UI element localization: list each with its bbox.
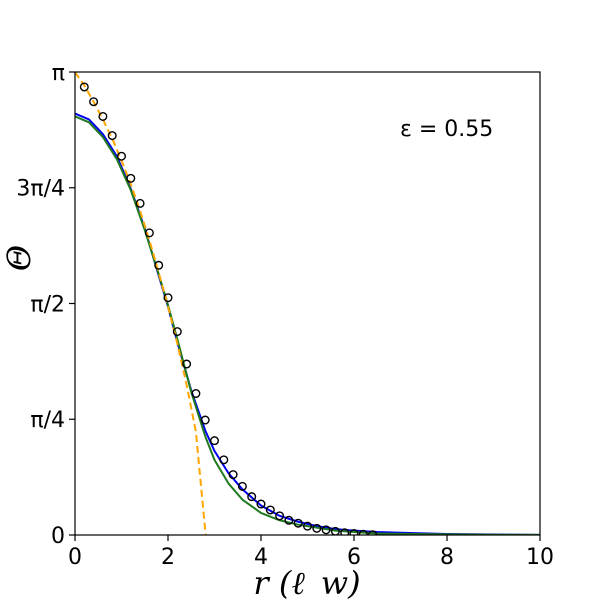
series-line-2 xyxy=(75,115,540,535)
data-point-marker xyxy=(200,415,210,425)
data-point-marker xyxy=(256,499,266,509)
data-point-marker xyxy=(358,529,368,535)
data-point-marker xyxy=(340,528,350,535)
data-point-marker xyxy=(284,515,294,525)
series-line-3 xyxy=(75,72,207,535)
data-point-marker xyxy=(209,436,219,446)
data-point-marker xyxy=(275,511,285,521)
data-point-marker xyxy=(265,505,275,515)
x-tick-label: 10 xyxy=(526,545,554,570)
x-tick-label: 2 xyxy=(161,545,175,570)
x-tick-label: 8 xyxy=(440,545,454,570)
x-tick-label: 0 xyxy=(68,545,82,570)
data-point-marker xyxy=(191,389,201,399)
y-tick-label: π/2 xyxy=(30,292,65,317)
data-point-marker xyxy=(321,525,331,535)
data-point-marker xyxy=(247,492,257,502)
annotation-epsilon: ε = 0.55 xyxy=(400,117,493,142)
data-point-marker xyxy=(98,111,108,121)
data-point-marker xyxy=(144,228,154,238)
data-point-marker xyxy=(330,526,340,535)
y-tick-label: 3π/4 xyxy=(16,177,65,202)
x-tick-label: 4 xyxy=(254,545,268,570)
data-point-marker xyxy=(182,359,192,369)
data-point-marker xyxy=(219,455,229,465)
data-point-marker xyxy=(79,82,89,92)
data-point-marker xyxy=(228,470,238,480)
data-point-marker xyxy=(126,173,136,183)
data-point-marker xyxy=(349,529,359,535)
data-point-marker xyxy=(163,293,173,303)
data-point-marker xyxy=(172,327,182,337)
data-point-marker xyxy=(154,260,164,270)
x-tick-label: 6 xyxy=(347,545,361,570)
x-axis-label: r (ℓ_w) xyxy=(253,564,360,600)
data-point-marker xyxy=(237,481,247,491)
data-point-marker xyxy=(135,198,145,208)
y-axis-label: Θ xyxy=(0,245,38,271)
data-point-marker xyxy=(107,131,117,141)
y-tick-label: π/4 xyxy=(30,408,65,433)
data-point-marker xyxy=(89,97,99,107)
y-tick-label: 0 xyxy=(51,524,65,549)
series-line-1 xyxy=(75,112,540,535)
data-point-marker xyxy=(293,518,303,528)
data-point-marker xyxy=(303,521,313,531)
data-point-marker xyxy=(312,523,322,533)
y-tick-label: π xyxy=(52,61,65,86)
data-point-marker xyxy=(116,151,126,161)
